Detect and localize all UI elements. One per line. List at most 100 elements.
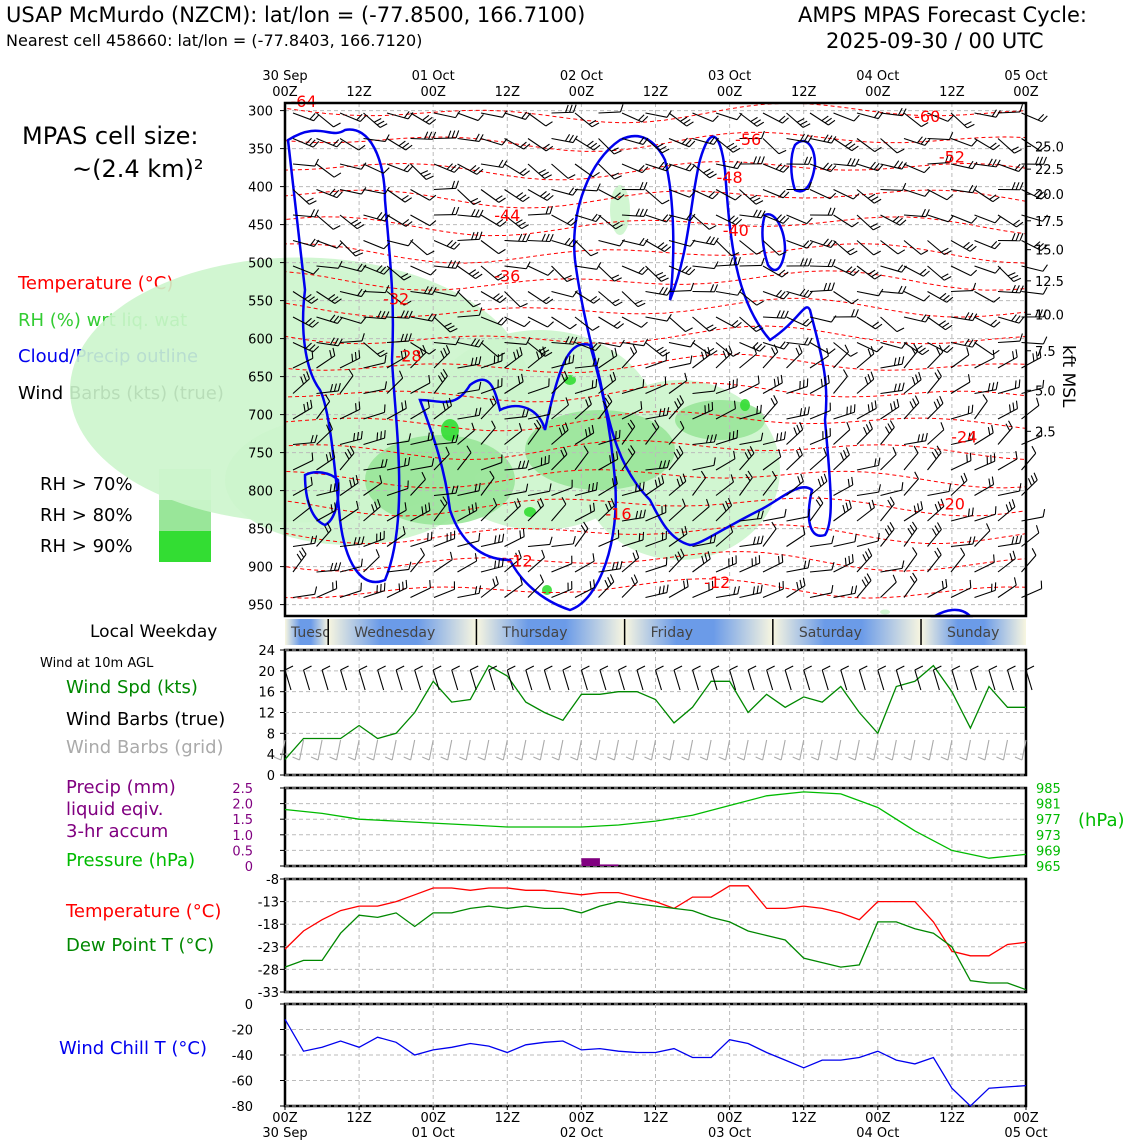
wind-barb-flag — [823, 134, 829, 142]
wind-barb-flag — [783, 292, 790, 300]
wind-barb-flag — [567, 217, 574, 224]
wind-barb — [809, 480, 828, 496]
wind-barb-flag — [580, 524, 587, 533]
wind-tick-label: 24 — [258, 644, 275, 659]
weekday-label: Local Weekday — [90, 622, 218, 642]
wind-barb-flag — [871, 499, 875, 508]
wind-barb-flag — [525, 460, 530, 469]
wind-barb — [833, 291, 853, 305]
wind-barb-flag — [446, 163, 453, 170]
wind-barb-flag — [773, 395, 778, 403]
wind-barb-flag — [757, 156, 761, 165]
wind-barb-flag — [455, 260, 461, 269]
wind-barb — [1021, 138, 1041, 152]
wind-barb-flag — [296, 553, 302, 561]
wind-barb-flag — [358, 401, 361, 410]
wind-barb — [292, 506, 311, 522]
wind-barb-flag — [1015, 285, 1020, 293]
wind-barb-flag — [617, 194, 625, 201]
wind-barb — [668, 341, 691, 348]
wind-barb-flag — [1011, 284, 1016, 293]
wind-barb-grid-flag — [384, 756, 393, 761]
wind-barb-true — [562, 669, 570, 691]
wind-barb-flag — [823, 447, 827, 456]
wind-barb-flag — [420, 547, 425, 556]
chill-tick-label: -80 — [232, 1100, 253, 1115]
wind-barb-flag — [658, 161, 665, 169]
wind-barb-flag — [924, 138, 931, 146]
weekday-band — [772, 619, 922, 645]
temp-contour-label: -48 — [717, 168, 743, 187]
wind-barb-flag — [494, 560, 497, 569]
wind-barb-flag — [404, 458, 407, 467]
wind-barb-grid-flag — [496, 756, 504, 761]
wind-barb-flag — [421, 506, 424, 515]
wind-barb — [927, 265, 945, 281]
wind-barb-grid — [706, 739, 712, 761]
wind-barb-true — [414, 669, 422, 691]
wind-barb-flag — [329, 349, 333, 359]
temp-contour-label: -60 — [914, 107, 940, 126]
precip-label-3: 3-hr accum — [66, 821, 169, 842]
wind-barb — [715, 290, 738, 296]
wind-barb-flag — [799, 133, 805, 142]
wind-barb-true — [543, 669, 551, 691]
wind-barb-flag — [1037, 113, 1045, 121]
wind-barb-flag — [874, 400, 877, 409]
wind-barb — [950, 354, 970, 369]
wind-barb-flag — [519, 576, 523, 585]
wind-barb-flag — [991, 159, 997, 167]
wind-barb-flag — [986, 523, 991, 531]
weekday-name: Sunday — [947, 625, 999, 641]
wind-barb — [739, 542, 762, 548]
wind-barb — [786, 385, 808, 395]
wind-barb-flag — [547, 269, 555, 276]
wind-barb — [856, 464, 879, 471]
wind-barb-grid — [947, 739, 953, 761]
wind-barb — [363, 388, 386, 395]
wind-barb-flag — [353, 537, 357, 546]
wind-barb-flag — [878, 484, 882, 493]
wind-barb-flag — [992, 196, 1000, 203]
wind-barb-flag — [917, 434, 921, 443]
time-tick-hour: 12Z — [346, 85, 372, 100]
wind-barb-flag — [627, 448, 634, 456]
wind-barb-flag — [614, 277, 622, 282]
isotherm — [284, 551, 1026, 572]
wind-barb-flag — [497, 352, 506, 358]
wind-barb-flag — [496, 219, 504, 225]
temp-contour-label: -32 — [383, 289, 409, 308]
time-tick-hour: 12Z — [791, 85, 817, 100]
wind-barb-flag — [549, 233, 554, 242]
wind-barb-flag — [934, 372, 940, 380]
wind-barb — [598, 265, 615, 282]
wind-barb — [645, 564, 667, 573]
wind-barb-flag — [423, 172, 431, 178]
wind-barb — [551, 487, 573, 497]
wind-barb-true — [710, 669, 718, 691]
wind-barb-grid — [447, 739, 453, 761]
wind-barb-true — [284, 669, 292, 691]
wind-barb — [833, 112, 855, 122]
wind-barb-flag — [967, 405, 970, 414]
wind-barb-flag — [664, 246, 672, 252]
wind-barb-flag — [938, 320, 946, 326]
wind-barb — [880, 581, 897, 598]
wind-barb-flag — [800, 258, 804, 267]
wind-barb-true-flag — [303, 665, 312, 671]
wind-barb-flag — [851, 145, 859, 152]
wind-barb-flag — [1015, 182, 1020, 190]
wind-barb-flag — [993, 554, 995, 563]
wind-barb-grid — [502, 739, 508, 761]
wind-barb-flag — [807, 559, 811, 569]
wind-barb — [527, 413, 550, 420]
wind-barb-flag — [689, 355, 693, 364]
wind-barb-grid — [521, 739, 527, 761]
wind-barb — [692, 214, 710, 230]
wind-barb — [997, 458, 1018, 471]
wind-barb — [598, 111, 621, 114]
pressure-tick-label: 700 — [248, 409, 273, 424]
wind-barb — [598, 291, 616, 307]
wind-barb-flag — [1008, 501, 1013, 510]
wind-barb-flag — [332, 139, 340, 146]
